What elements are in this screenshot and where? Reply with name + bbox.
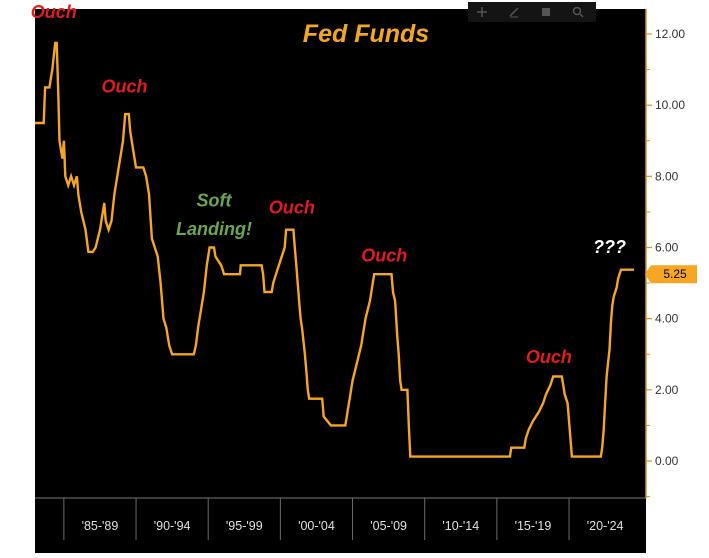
fed-funds-line	[35, 41, 634, 458]
crosshair-icon[interactable]	[477, 7, 487, 17]
x-tick-label: '85-'89	[82, 519, 119, 533]
x-tick-label: '00-'04	[298, 519, 335, 533]
annotation-label: Ouch	[269, 198, 315, 218]
annotation-label: Ouch	[361, 246, 407, 266]
last-value-badge-shape	[645, 265, 697, 284]
series-layer	[35, 41, 634, 458]
y-tick-label: 12.00	[655, 27, 685, 41]
annotation-label: ???	[593, 237, 626, 257]
chart-title: Fed Funds	[303, 20, 429, 48]
x-axis-ticks: '85-'89 '90-'94 '95-'99 '00-'04 '05-'09 '10-'…	[63, 498, 624, 540]
y-tick-label: 2.00	[655, 383, 679, 397]
y-tick-label: 8.00	[655, 169, 679, 183]
annotation-label: Ouch	[526, 347, 572, 367]
x-tick-label: '20-'24	[587, 519, 624, 533]
last-value-badge: 5.25	[645, 265, 697, 284]
plot-background	[35, 9, 646, 553]
y-tick-label: 4.00	[655, 312, 679, 326]
layers-icon[interactable]	[542, 8, 550, 16]
last-value-label: 5.25	[663, 267, 687, 281]
annotation-label: Landing!	[176, 219, 252, 239]
search-icon[interactable]	[572, 6, 584, 18]
x-tick-label: '90-'94	[154, 519, 191, 533]
annotation-label: Ouch	[101, 77, 147, 97]
y-tick-label: 6.00	[655, 241, 679, 255]
toolbar-background	[468, 2, 596, 22]
annotation-label: Ouch	[31, 2, 77, 22]
x-tick-label: '05-'09	[370, 519, 407, 533]
y-axis-ticks: 0.00 2.00 4.00 6.00 8.00 10.00 12.00	[646, 27, 685, 498]
y-tick-label: 0.00	[655, 454, 679, 468]
x-tick-label: '95-'99	[226, 519, 263, 533]
toolbar	[468, 2, 596, 22]
annotation-label: Soft	[196, 191, 232, 211]
x-tick-label: '10-'14	[442, 519, 479, 533]
annotations-layer: Ouch Ouch Soft Landing! Ouch Ouch Ouch???	[31, 2, 626, 367]
draw-icon[interactable]	[509, 7, 519, 18]
y-tick-label: 10.00	[655, 98, 685, 112]
x-tick-label: '15-'19	[515, 519, 552, 533]
